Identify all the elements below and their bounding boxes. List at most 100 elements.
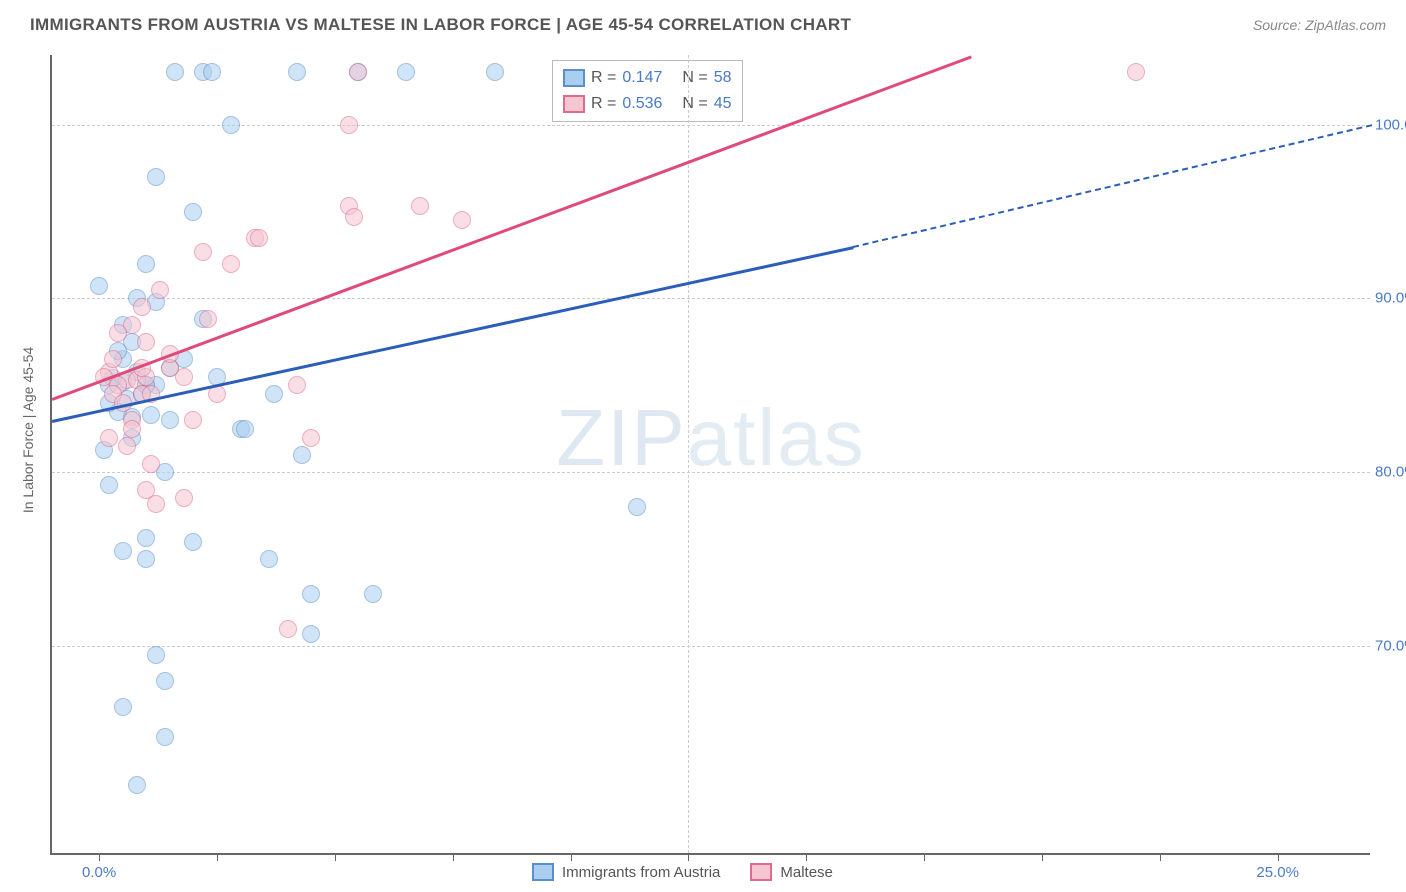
data-point <box>199 310 217 328</box>
data-point <box>260 550 278 568</box>
gridline-horizontal <box>52 472 1370 473</box>
data-point <box>222 116 240 134</box>
data-point <box>175 489 193 507</box>
legend-swatch <box>563 95 585 113</box>
data-point <box>364 585 382 603</box>
chart-title: IMMIGRANTS FROM AUSTRIA VS MALTESE IN LA… <box>30 15 851 35</box>
data-point <box>293 446 311 464</box>
y-axis-label: In Labor Force | Age 45-54 <box>20 347 36 513</box>
legend-row: R = 0.536N = 45 <box>563 91 732 117</box>
data-point <box>340 116 358 134</box>
gridline-horizontal <box>52 298 1370 299</box>
data-point <box>1127 63 1145 81</box>
x-tick <box>806 853 807 861</box>
x-tick <box>335 853 336 861</box>
x-tick <box>688 853 689 861</box>
data-point <box>175 368 193 386</box>
data-point <box>137 529 155 547</box>
legend-r-value: 0.147 <box>622 69 662 87</box>
data-point <box>184 411 202 429</box>
correlation-legend: R = 0.147 N = 58 R = 0.536N = 45 <box>552 60 743 122</box>
data-point <box>147 168 165 186</box>
data-point <box>147 495 165 513</box>
data-point <box>123 420 141 438</box>
legend-n-label: N = <box>682 95 707 113</box>
data-point <box>397 63 415 81</box>
y-tick-label: 90.0% <box>1375 290 1406 307</box>
data-point <box>147 646 165 664</box>
y-tick-label: 80.0% <box>1375 464 1406 481</box>
legend-n-value: 45 <box>714 95 732 113</box>
data-point <box>166 63 184 81</box>
legend-swatch <box>563 69 585 87</box>
data-point <box>411 197 429 215</box>
x-tick <box>217 853 218 861</box>
x-tick <box>924 853 925 861</box>
legend-n-label: N = <box>682 69 707 87</box>
y-tick-label: 70.0% <box>1375 638 1406 655</box>
data-point <box>302 625 320 643</box>
legend-r-label: R = <box>591 95 616 113</box>
scatter-plot-area: ZIPatlas R = 0.147N = 58R = 0.536N = 45 … <box>50 55 1370 855</box>
gridline-horizontal <box>52 125 1370 126</box>
data-point <box>236 420 254 438</box>
legend-n-value: 58 <box>714 69 732 87</box>
data-point <box>345 208 363 226</box>
data-point <box>302 585 320 603</box>
data-point <box>100 476 118 494</box>
data-point <box>349 63 367 81</box>
trend-line <box>853 125 1372 249</box>
data-point <box>265 385 283 403</box>
data-point <box>194 243 212 261</box>
data-point <box>137 333 155 351</box>
legend-swatch <box>532 863 554 881</box>
data-point <box>288 63 306 81</box>
data-point <box>288 376 306 394</box>
data-point <box>133 298 151 316</box>
legend-series-name: Maltese <box>780 864 833 881</box>
data-point <box>628 498 646 516</box>
data-point <box>250 229 268 247</box>
legend-row: R = 0.147 N = 58 <box>563 65 732 91</box>
data-point <box>114 698 132 716</box>
gridline-horizontal <box>52 646 1370 647</box>
data-point <box>104 350 122 368</box>
x-tick <box>1278 853 1279 861</box>
data-point <box>128 776 146 794</box>
trend-line <box>52 55 972 400</box>
x-tick-label: 25.0% <box>1256 864 1299 881</box>
data-point <box>184 533 202 551</box>
data-point <box>279 620 297 638</box>
data-point <box>142 455 160 473</box>
data-point <box>137 255 155 273</box>
y-tick-label: 100.0% <box>1375 116 1406 133</box>
legend-item: Immigrants from Austria <box>532 863 720 881</box>
source-label: Source: ZipAtlas.com <box>1253 17 1386 33</box>
x-tick-label: 0.0% <box>82 864 116 881</box>
data-point <box>114 542 132 560</box>
data-point <box>184 203 202 221</box>
legend-series-name: Immigrants from Austria <box>562 864 720 881</box>
data-point <box>203 63 221 81</box>
x-tick <box>453 853 454 861</box>
legend-item: Maltese <box>750 863 833 881</box>
legend-r-label: R = <box>591 69 616 87</box>
x-tick <box>1042 853 1043 861</box>
data-point <box>109 324 127 342</box>
data-point <box>100 429 118 447</box>
data-point <box>302 429 320 447</box>
data-point <box>222 255 240 273</box>
data-point <box>118 437 136 455</box>
data-point <box>156 728 174 746</box>
data-point <box>90 277 108 295</box>
data-point <box>151 281 169 299</box>
data-point <box>486 63 504 81</box>
data-point <box>161 411 179 429</box>
series-legend: Immigrants from Austria Maltese <box>532 863 833 881</box>
gridline-vertical <box>688 55 689 853</box>
data-point <box>137 550 155 568</box>
watermark: ZIPatlas <box>556 392 865 484</box>
data-point <box>453 211 471 229</box>
data-point <box>142 406 160 424</box>
x-tick <box>1160 853 1161 861</box>
